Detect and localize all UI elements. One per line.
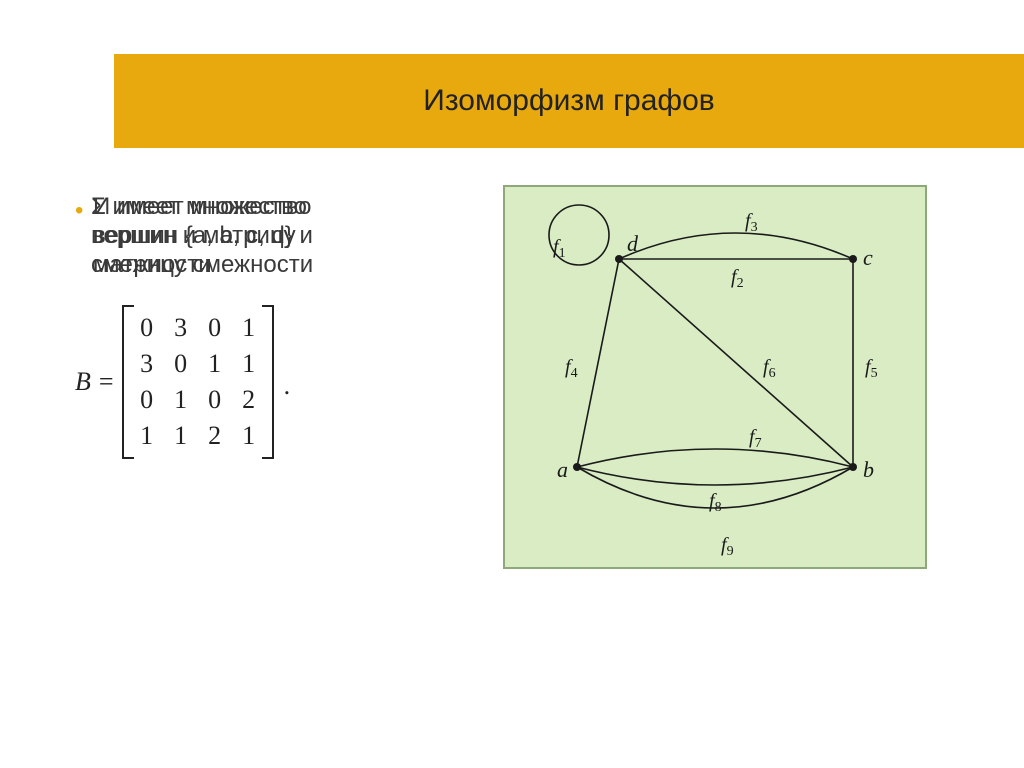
matrix-cell: 0 (206, 385, 224, 415)
l3b: матрицу смежности (93, 251, 313, 278)
title-bar: Изоморфизм графов (54, 54, 1024, 148)
matrix-bracket-right (262, 305, 274, 459)
svg-text:f5: f5 (865, 356, 878, 381)
matrix-period: . (284, 371, 291, 459)
matrix-cell: 0 (138, 313, 156, 343)
title-main: Изоморфизм графов (114, 54, 1024, 148)
svg-text:b: b (863, 457, 874, 482)
matrix-cell: 1 (240, 349, 258, 379)
svg-text:f7: f7 (749, 426, 762, 451)
matrix-cell: 1 (172, 421, 190, 451)
matrix-cell: 1 (240, 421, 258, 451)
matrix-cell: 0 (206, 313, 224, 343)
matrix-cell: 2 (240, 385, 258, 415)
bullet-icon: • (75, 199, 83, 223)
svg-text:f3: f3 (745, 210, 758, 235)
graph-figure: f1 f2 f3 f4 f5 f6 f7 f8 f9 a b c d (503, 185, 927, 569)
matrix-cell: 0 (138, 385, 156, 415)
right-column: f1 f2 f3 f4 f5 f6 f7 f8 f9 a b c d (445, 185, 984, 569)
title-accent-block (54, 54, 114, 148)
matrix-grid: 0301301101021121 (134, 305, 262, 459)
matrix-bracket-left (122, 305, 134, 459)
svg-text:f8: f8 (709, 490, 722, 515)
matrix-cell: 0 (172, 349, 190, 379)
svg-text:a: a (557, 457, 568, 482)
svg-text:f1: f1 (553, 236, 566, 261)
text-layer-2: И имеет множество вершин {a, b, c, d} и … (93, 193, 423, 279)
l1b: И имеет множество (93, 193, 311, 220)
matrix-cell: 1 (240, 313, 258, 343)
slide-title: Изоморфизм графов (423, 84, 714, 118)
graph-svg: f1 f2 f3 f4 f5 f6 f7 f8 f9 a b c d (505, 187, 925, 567)
equals-sign: = (99, 367, 114, 397)
svg-text:f2: f2 (731, 266, 744, 291)
matrix-lhs: B (75, 367, 91, 397)
matrix-cell: 1 (172, 385, 190, 415)
matrix-cell: 1 (138, 421, 156, 451)
matrix-cell: 3 (138, 349, 156, 379)
matrix-cell: 1 (206, 349, 224, 379)
svg-text:f4: f4 (565, 356, 578, 381)
matrix-cell: 2 (206, 421, 224, 451)
svg-text:d: d (627, 231, 639, 256)
matrix-equation: B = 0301301101021121 . (75, 305, 290, 459)
left-column: • Σ имеет множество вершин и матрицу сме… (75, 185, 445, 569)
content-area: • Σ имеет множество вершин и матрицу сме… (75, 185, 984, 569)
matrix-cell: 3 (172, 313, 190, 343)
svg-text:c: c (863, 245, 873, 270)
l2b: вершин {a, b, c, d} и (93, 222, 313, 249)
slide: Изоморфизм графов • Σ имеет множество ве… (0, 0, 1024, 768)
svg-text:f9: f9 (721, 534, 734, 559)
svg-text:f6: f6 (763, 356, 776, 381)
